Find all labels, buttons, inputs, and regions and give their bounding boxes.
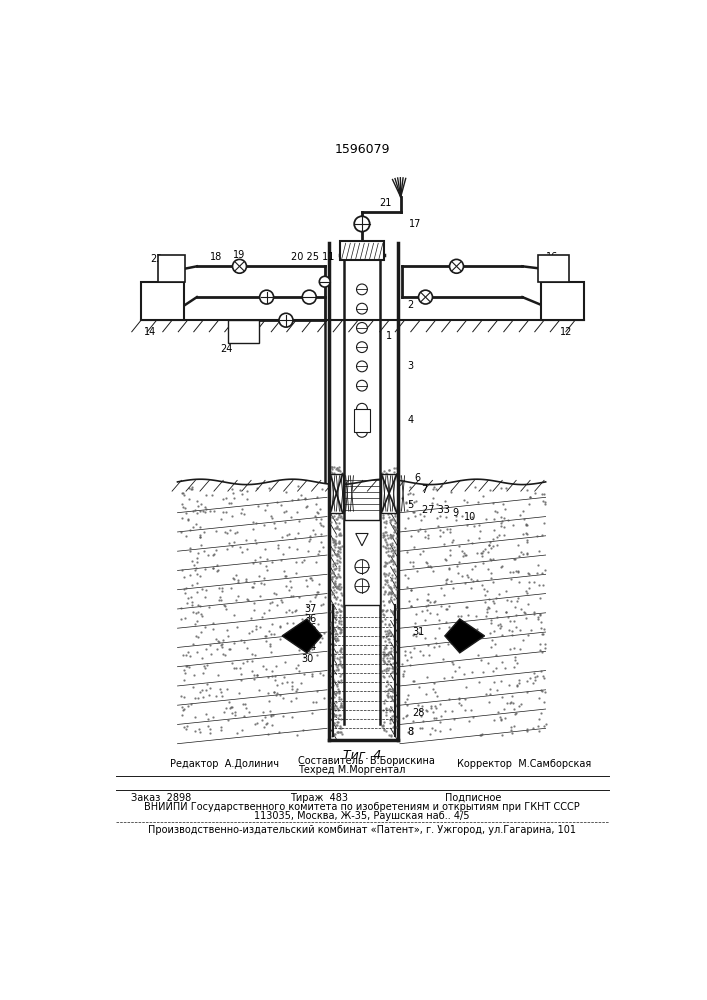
Circle shape — [356, 303, 368, 314]
Text: 2: 2 — [408, 300, 414, 310]
Text: Составитель  В.Борискина: Составитель В.Борискина — [298, 756, 435, 766]
Circle shape — [356, 426, 368, 437]
Text: 19: 19 — [233, 250, 245, 260]
Text: 31: 31 — [412, 627, 425, 637]
Text: Заказ  2898: Заказ 2898 — [131, 793, 192, 803]
Text: 32: 32 — [305, 632, 317, 642]
Polygon shape — [356, 533, 368, 546]
Text: 1: 1 — [386, 331, 392, 341]
Text: 12: 12 — [561, 327, 573, 337]
Circle shape — [355, 560, 369, 574]
Bar — [541, 282, 583, 320]
Circle shape — [320, 276, 330, 287]
Circle shape — [450, 259, 464, 273]
Circle shape — [279, 313, 293, 327]
Bar — [381, 474, 397, 513]
Text: 16: 16 — [546, 252, 558, 262]
Text: 5: 5 — [408, 500, 414, 510]
Bar — [228, 320, 259, 343]
Circle shape — [356, 380, 368, 391]
Bar — [340, 241, 384, 260]
Circle shape — [354, 216, 370, 232]
Text: 113035, Москва, Ж-35, Раушская наб.. 4/5: 113035, Москва, Ж-35, Раушская наб.. 4/5 — [255, 811, 469, 821]
Circle shape — [356, 361, 368, 372]
Text: 23: 23 — [151, 304, 163, 314]
Bar — [330, 474, 343, 513]
Text: 26: 26 — [305, 623, 317, 633]
Circle shape — [419, 290, 433, 304]
Text: 20 25 11: 20 25 11 — [291, 252, 335, 262]
Circle shape — [356, 403, 368, 414]
Bar — [141, 282, 184, 320]
Bar — [354, 409, 370, 432]
Text: 37: 37 — [305, 604, 317, 614]
Text: 18: 18 — [210, 252, 223, 262]
Text: 34: 34 — [305, 642, 317, 652]
Text: Редактор  А.Долинич: Редактор А.Долинич — [170, 759, 279, 769]
Text: 3: 3 — [408, 361, 414, 371]
Text: 1596079: 1596079 — [334, 143, 390, 156]
Text: Тираж  483: Тираж 483 — [290, 793, 348, 803]
Text: 24: 24 — [220, 344, 233, 354]
Text: ВНИИПИ Государственного комитета по изобретениям и открытиям при ГКНТ СССР: ВНИИПИ Государственного комитета по изоб… — [144, 802, 580, 812]
Text: 13: 13 — [552, 269, 564, 279]
Text: 15: 15 — [170, 255, 182, 265]
Bar — [538, 255, 569, 282]
Circle shape — [259, 290, 274, 304]
Text: 17: 17 — [409, 219, 421, 229]
Text: 9: 9 — [452, 508, 459, 518]
Circle shape — [356, 284, 368, 295]
Circle shape — [303, 290, 316, 304]
Text: 36: 36 — [305, 614, 317, 624]
Text: Подписное: Подписное — [445, 793, 501, 803]
Text: 8: 8 — [408, 727, 414, 737]
Text: 10: 10 — [464, 512, 477, 522]
Circle shape — [356, 342, 368, 353]
Text: 14: 14 — [144, 327, 156, 337]
Text: 28: 28 — [412, 708, 425, 718]
Text: 21: 21 — [379, 198, 392, 208]
Text: 4: 4 — [408, 415, 414, 425]
Text: Корректор  М.Самборская: Корректор М.Самборская — [457, 759, 591, 769]
Polygon shape — [445, 619, 484, 653]
Circle shape — [355, 579, 369, 593]
Text: 22: 22 — [151, 254, 163, 264]
Text: 6: 6 — [414, 473, 420, 483]
Polygon shape — [282, 619, 322, 653]
Bar — [158, 255, 185, 282]
Text: Τиг. 4: Τиг. 4 — [343, 749, 381, 762]
Text: Производственно-издательский комбинат «Патент», г. Ужгород, ул.Гагарина, 101: Производственно-издательский комбинат «П… — [148, 825, 576, 835]
Circle shape — [233, 259, 247, 273]
Text: 7: 7 — [421, 485, 428, 495]
Bar — [344, 520, 380, 605]
Text: 30: 30 — [301, 654, 313, 664]
Text: Техред М.Моргентал: Техред М.Моргентал — [298, 765, 405, 775]
Circle shape — [356, 323, 368, 333]
Text: 27 33: 27 33 — [421, 505, 450, 515]
